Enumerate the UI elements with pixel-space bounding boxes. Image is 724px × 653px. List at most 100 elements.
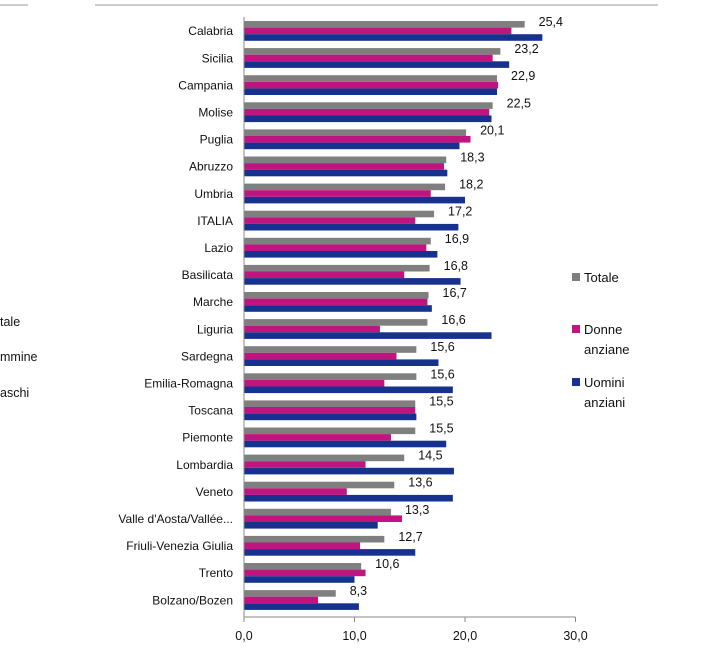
bar-uomini-8: [244, 251, 438, 258]
bar-uomini-3: [244, 115, 492, 123]
cropped-legend-fragment: aschi: [0, 386, 29, 400]
bar-totale-17: [244, 481, 395, 489]
legend-label: anziani: [584, 395, 625, 410]
bar-totale-16: [244, 454, 405, 462]
bar-donne-20: [244, 569, 366, 577]
category-label: Molise: [198, 106, 233, 120]
bar-uomini-10: [244, 305, 432, 312]
bar-uomini-14: [244, 413, 417, 421]
bar-donne-8: [244, 244, 427, 251]
bar-donne-11: [244, 325, 380, 333]
bar-donne-6: [244, 190, 431, 197]
value-label: 13,6: [408, 476, 432, 490]
bar-donne-1: [244, 54, 493, 62]
x-tick-label: 20,0: [453, 629, 477, 643]
x-tick-label: 10,0: [342, 629, 366, 643]
category-label: Calabria: [188, 24, 233, 38]
category-label: Trento: [199, 566, 234, 580]
value-label: 18,2: [459, 178, 483, 192]
bar-donne-15: [244, 434, 391, 441]
x-tick-label: 0,0: [235, 629, 252, 643]
bar-uomini-4: [244, 142, 460, 150]
bar-totale-3: [244, 102, 493, 109]
bar-donne-3: [244, 108, 490, 116]
bar-totale-6: [244, 183, 446, 191]
bar-totale-10: [244, 292, 429, 299]
bar-donne-21: [244, 596, 319, 604]
value-label: 14,5: [418, 449, 442, 463]
bar-totale-15: [244, 427, 416, 435]
bar-totale-19: [244, 535, 385, 543]
value-label: 15,6: [430, 367, 454, 381]
bar-totale-14: [244, 400, 416, 407]
bar-totale-0: [244, 21, 525, 28]
legend-label: Uomini: [584, 375, 625, 390]
cropped-legend-fragment: tale: [0, 315, 20, 329]
bar-uomini-0: [244, 34, 543, 41]
category-label: Valle d'Aosta/Vallée...: [118, 512, 233, 526]
value-label: 16,9: [445, 232, 469, 246]
bar-uomini-18: [244, 522, 378, 529]
value-label: 12,7: [398, 530, 422, 544]
bar-totale-1: [244, 48, 501, 55]
legend-label: Donne: [584, 322, 622, 337]
bar-donne-14: [244, 407, 416, 414]
bar-uomini-2: [244, 88, 498, 95]
bar-uomini-19: [244, 549, 416, 556]
category-label: ITALIA: [197, 214, 233, 228]
value-label: 22,5: [507, 96, 531, 110]
value-label: 15,5: [429, 394, 453, 408]
bar-donne-18: [244, 515, 403, 522]
value-label: 17,2: [448, 205, 472, 219]
value-label: 13,3: [405, 503, 429, 517]
bar-totale-13: [244, 373, 417, 380]
bar-uomini-20: [244, 576, 355, 583]
bar-donne-9: [244, 271, 405, 279]
bar-donne-13: [244, 379, 385, 387]
value-label: 15,5: [429, 422, 453, 436]
bar-donne-0: [244, 27, 512, 35]
bar-donne-7: [244, 217, 416, 224]
bar-totale-12: [244, 346, 417, 353]
bar-totale-4: [244, 129, 467, 136]
value-label: 8,3: [350, 584, 367, 598]
bar-uomini-9: [244, 278, 461, 285]
bar-uomini-5: [244, 169, 448, 177]
category-label: Basilicata: [182, 268, 234, 282]
bar-uomini-13: [244, 386, 453, 394]
bar-uomini-15: [244, 440, 447, 448]
category-label: Abruzzo: [189, 160, 233, 174]
value-label: 16,8: [444, 259, 468, 273]
category-label: Sicilia: [202, 51, 234, 65]
bar-totale-7: [244, 210, 435, 218]
category-label: Lazio: [204, 241, 233, 255]
category-label: Piemonte: [182, 431, 233, 445]
value-label: 23,2: [514, 42, 538, 56]
category-label: Liguria: [197, 322, 233, 336]
bar-uomini-21: [244, 603, 359, 610]
value-label: 25,4: [539, 15, 563, 29]
bar-totale-8: [244, 237, 431, 245]
bar-uomini-6: [244, 196, 465, 204]
value-label: 20,1: [480, 123, 504, 137]
legend-label: anziane: [584, 342, 630, 357]
category-label: Campania: [178, 78, 233, 92]
category-label: Puglia: [200, 133, 234, 147]
bar-totale-2: [244, 75, 498, 82]
bar-totale-5: [244, 156, 447, 164]
cropped-legend-fragment: mmine: [0, 350, 38, 364]
value-label: 15,6: [430, 340, 454, 354]
legend-swatch: [572, 273, 580, 281]
bar-donne-2: [244, 81, 499, 89]
bar-totale-21: [244, 590, 336, 597]
value-label: 22,9: [511, 69, 535, 83]
legend-swatch: [572, 325, 580, 333]
legend-swatch: [572, 378, 580, 386]
category-label: Bolzano/Bozen: [152, 593, 233, 607]
bar-uomini-7: [244, 223, 459, 231]
value-label: 16,6: [441, 313, 465, 327]
x-tick-label: 30,0: [563, 629, 587, 643]
bar-uomini-17: [244, 494, 453, 502]
bar-donne-12: [244, 352, 397, 360]
